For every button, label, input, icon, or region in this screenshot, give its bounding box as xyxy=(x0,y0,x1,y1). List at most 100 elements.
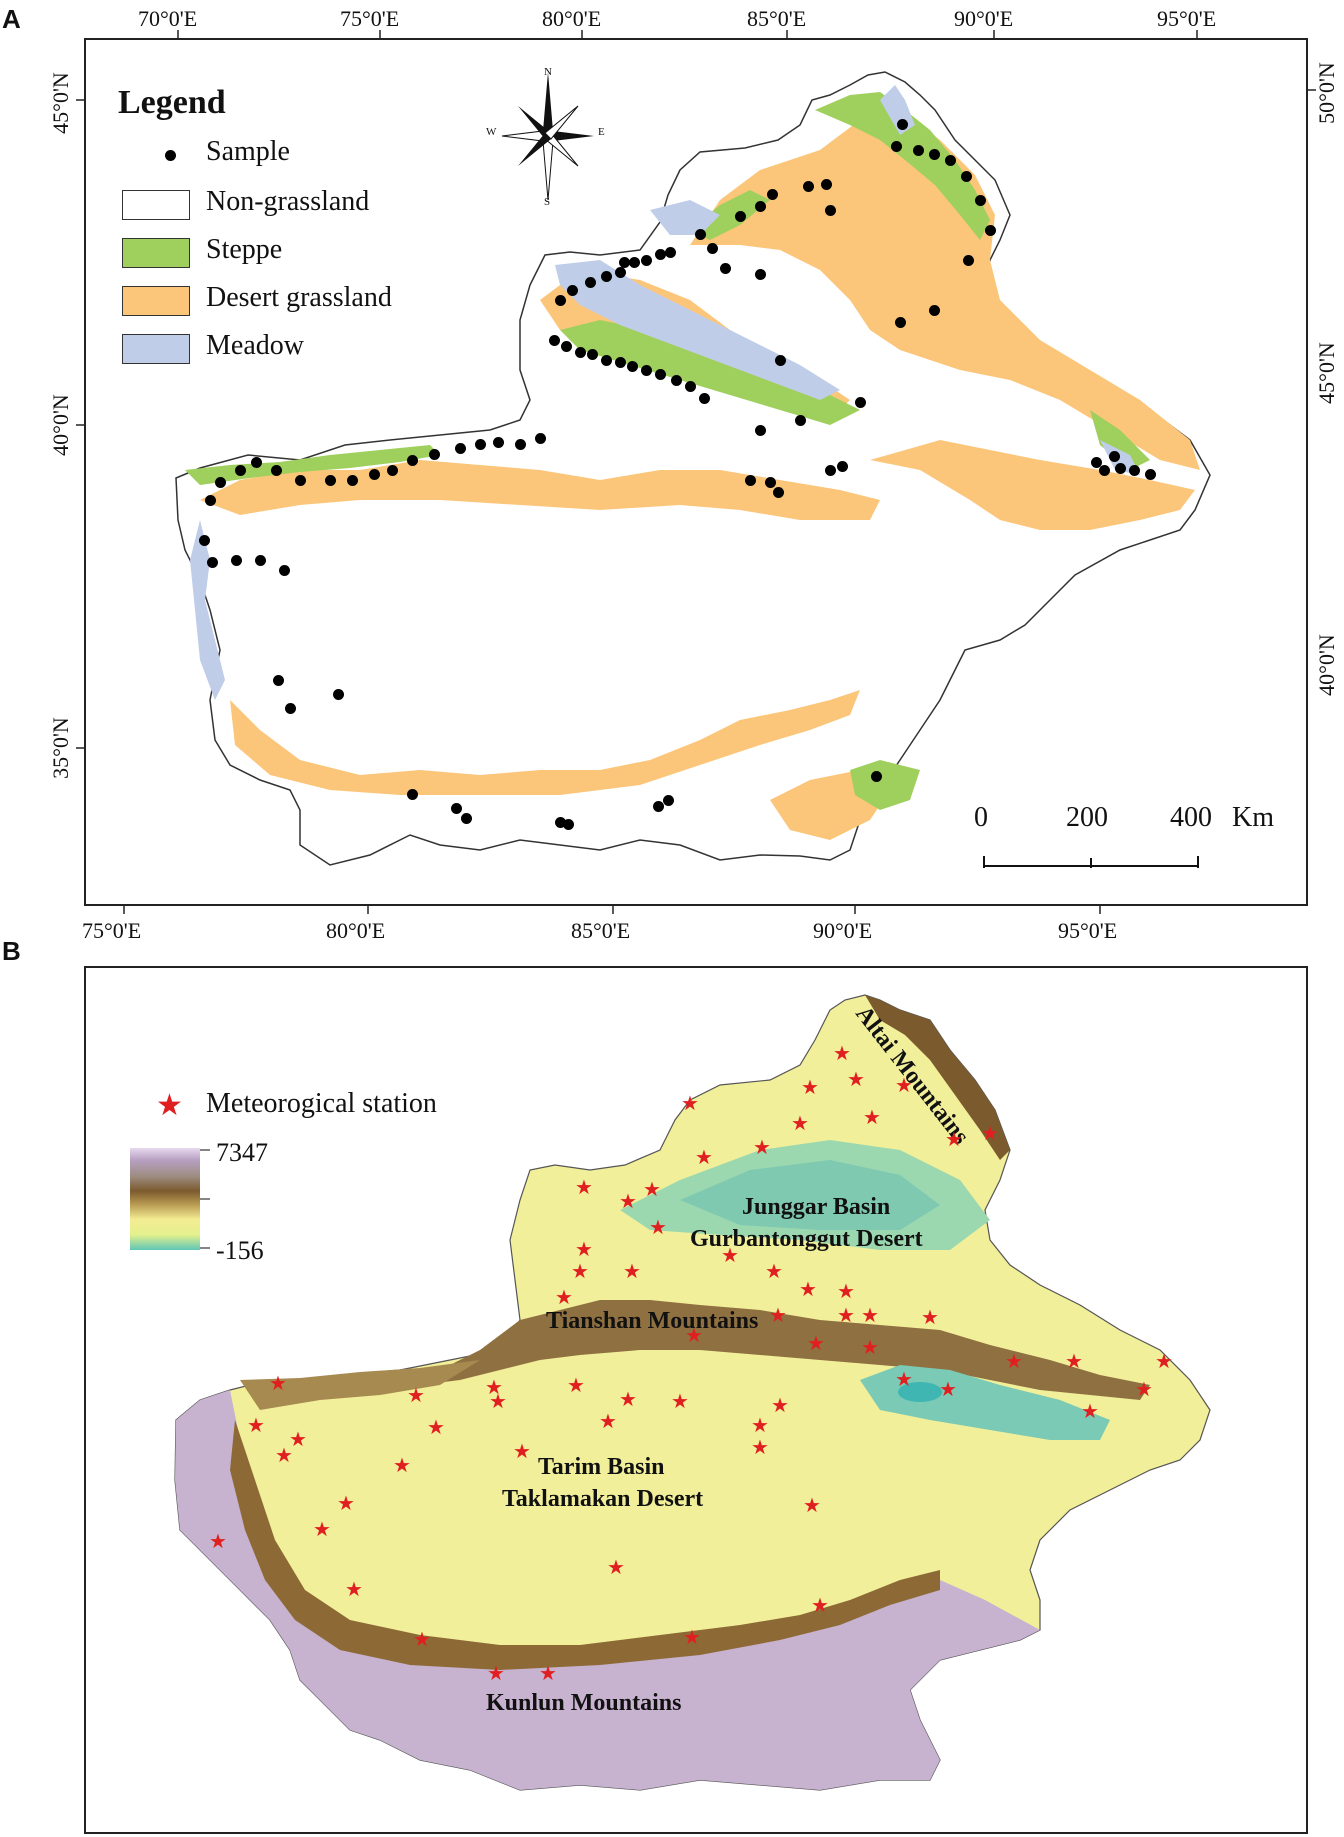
station-star-icon: ★ xyxy=(571,1259,589,1283)
station-star-icon: ★ xyxy=(393,1453,411,1477)
sample-dot xyxy=(555,295,566,306)
station-star-icon: ★ xyxy=(921,1305,939,1329)
station-star-icon: ★ xyxy=(1155,1349,1173,1373)
station-star-icon: ★ xyxy=(313,1517,331,1541)
sample-dot xyxy=(255,555,266,566)
sample-dot xyxy=(897,119,908,130)
sample-dot xyxy=(629,257,640,268)
sample-dot xyxy=(461,813,472,824)
sample-dot xyxy=(891,141,902,152)
sample-dot xyxy=(615,357,626,368)
sample-dot xyxy=(429,449,440,460)
station-star-icon: ★ xyxy=(607,1555,625,1579)
sample-dot xyxy=(895,317,906,328)
top-lon-label: 75°0'E xyxy=(340,6,400,31)
sample-dot xyxy=(555,817,566,828)
sample-dot xyxy=(720,263,731,274)
legend-label-non-grassland: Non-grassland xyxy=(206,186,370,217)
sample-dot xyxy=(929,149,940,160)
station-star-icon: ★ xyxy=(1005,1349,1023,1373)
sample-dot xyxy=(1145,469,1156,480)
compass-w: W xyxy=(486,126,497,138)
sample-legend-dot xyxy=(165,150,176,161)
sample-dot xyxy=(855,397,866,408)
sample-dot xyxy=(601,355,612,366)
sample-dot xyxy=(985,225,996,236)
sample-dot xyxy=(561,341,572,352)
elevation-max-label: 7347 xyxy=(216,1138,268,1167)
tarim-basin-label: Tarim Basin xyxy=(538,1454,665,1480)
station-star-icon: ★ xyxy=(289,1427,307,1451)
sample-dot xyxy=(601,271,612,282)
gurbantonggut-desert-label: Gurbantonggut Desert xyxy=(690,1226,923,1252)
tianshan-mountains-label: Tianshan Mountains xyxy=(546,1308,759,1334)
sample-dot xyxy=(205,495,216,506)
station-star-icon: ★ xyxy=(895,1073,913,1097)
station-star-icon: ★ xyxy=(847,1067,865,1091)
sample-dot xyxy=(407,455,418,466)
sample-dot xyxy=(535,433,546,444)
station-star-icon: ★ xyxy=(771,1393,789,1417)
sample-dot xyxy=(619,257,630,268)
sample-dot xyxy=(655,249,666,260)
sample-dot xyxy=(707,243,718,254)
station-star-icon: ★ xyxy=(765,1259,783,1283)
sample-dot xyxy=(615,267,626,278)
sample-dot xyxy=(803,181,814,192)
sample-dot xyxy=(871,771,882,782)
sample-dot xyxy=(653,801,664,812)
sample-dot xyxy=(1129,465,1140,476)
sample-dot xyxy=(695,229,706,240)
sample-dot xyxy=(279,565,290,576)
station-legend-label: Meteorogical station xyxy=(206,1088,437,1119)
sample-dot xyxy=(663,795,674,806)
station-star-icon: ★ xyxy=(1065,1349,1083,1373)
north-arrow-icon xyxy=(501,72,594,201)
sample-dot xyxy=(929,305,940,316)
sample-dot xyxy=(641,365,652,376)
station-star-icon: ★ xyxy=(861,1335,879,1359)
compass-s: S xyxy=(544,196,551,208)
legend-label-meadow: Meadow xyxy=(206,330,304,361)
bottom-lon-label: 80°0'E xyxy=(326,918,386,943)
sample-dot xyxy=(1115,463,1126,474)
sample-dot xyxy=(295,475,306,486)
station-star-icon: ★ xyxy=(337,1491,355,1515)
station-star-icon: ★ xyxy=(685,1323,703,1347)
bottom-lon-label: 90°0'E xyxy=(813,918,873,943)
junggar-basin-label: Junggar Basin xyxy=(742,1194,891,1220)
panel-a-letter: A xyxy=(2,4,21,34)
station-star-icon: ★ xyxy=(619,1387,637,1411)
sample-dot xyxy=(775,355,786,366)
scale-bar xyxy=(983,856,1199,868)
panel-b-frame xyxy=(84,966,1308,1834)
station-star-icon: ★ xyxy=(751,1435,769,1459)
sample-dot xyxy=(765,477,776,488)
station-star-icon: ★ xyxy=(799,1277,817,1301)
station-star-icon: ★ xyxy=(751,1413,769,1437)
sample-dot xyxy=(945,155,956,166)
sample-dot xyxy=(333,689,344,700)
station-star-icon: ★ xyxy=(681,1091,699,1115)
sample-dot xyxy=(665,247,676,258)
station-star-icon: ★ xyxy=(345,1577,363,1601)
compass-e: E xyxy=(598,126,605,138)
station-star-icon: ★ xyxy=(981,1121,999,1145)
sample-dot xyxy=(325,475,336,486)
sample-dot xyxy=(215,477,226,488)
legend-label-steppe: Steppe xyxy=(206,234,283,265)
sample-dot xyxy=(563,819,574,830)
sample-dot xyxy=(825,205,836,216)
station-star-icon: ★ xyxy=(837,1303,855,1327)
station-star-icon: ★ xyxy=(807,1331,825,1355)
sample-dot xyxy=(1091,457,1102,468)
station-star-icon: ★ xyxy=(427,1415,445,1439)
scale-label-200: 200 xyxy=(1066,802,1108,833)
sample-dot xyxy=(755,425,766,436)
station-star-icon: ★ xyxy=(945,1127,963,1151)
station-star-icon: ★ xyxy=(275,1443,293,1467)
sample-dot xyxy=(585,277,596,288)
sample-dot xyxy=(273,675,284,686)
station-star-icon: ★ xyxy=(485,1375,503,1399)
